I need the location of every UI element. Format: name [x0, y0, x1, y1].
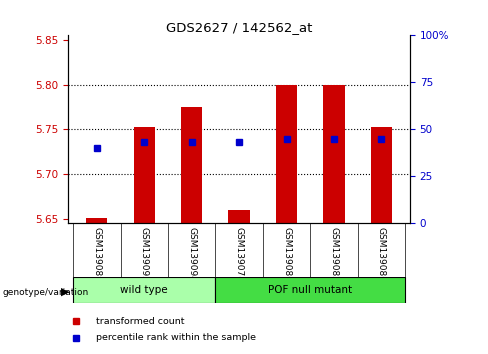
Text: genotype/variation: genotype/variation [2, 287, 89, 297]
Bar [86, 218, 107, 223]
Text: POF null mutant: POF null mutant [268, 285, 352, 295]
Bar [181, 107, 203, 223]
Text: GSM139092: GSM139092 [140, 227, 149, 282]
Text: percentile rank within the sample: percentile rank within the sample [96, 333, 256, 342]
Text: GSM139089: GSM139089 [92, 227, 102, 282]
Bar [371, 127, 392, 223]
Bar [324, 85, 345, 223]
Bar [228, 210, 250, 223]
Text: wild type: wild type [121, 285, 168, 295]
Text: GSM139086: GSM139086 [377, 227, 386, 282]
Text: GSM139078: GSM139078 [235, 227, 244, 282]
Text: GSM139082: GSM139082 [329, 227, 339, 282]
Text: GSM139080: GSM139080 [282, 227, 291, 282]
Text: GSM139094: GSM139094 [187, 227, 196, 282]
Bar [73, 277, 215, 303]
Bar [276, 85, 297, 223]
Bar [215, 277, 405, 303]
Text: ▶: ▶ [61, 287, 69, 297]
Title: GDS2627 / 142562_at: GDS2627 / 142562_at [166, 21, 312, 34]
Bar [134, 127, 155, 223]
Text: transformed count: transformed count [96, 317, 184, 326]
